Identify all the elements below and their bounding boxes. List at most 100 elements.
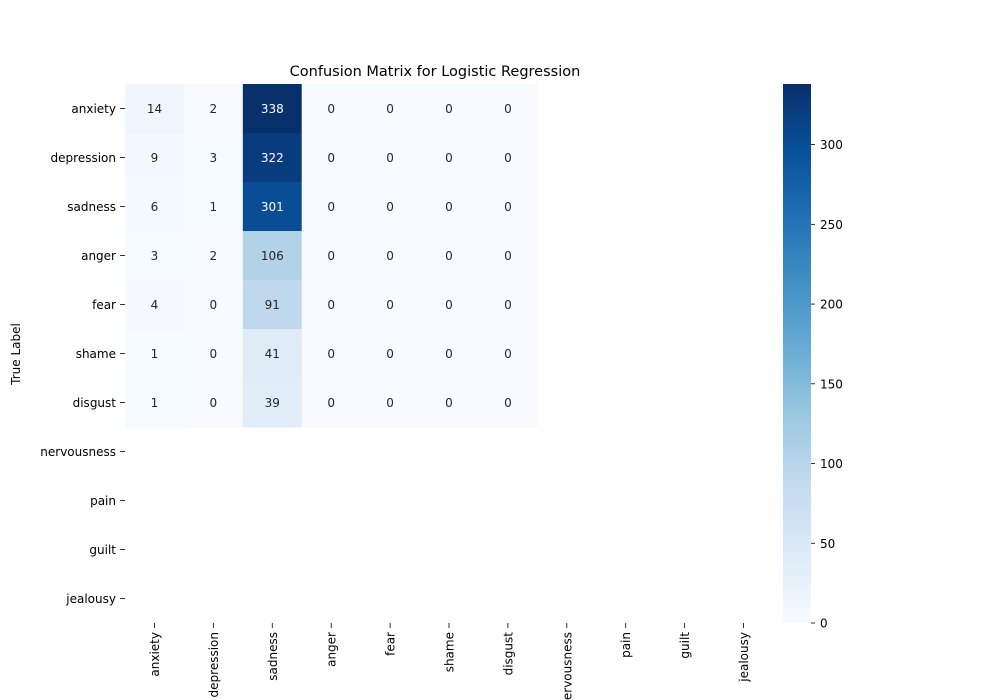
col-tick-label: jealousy: [737, 632, 751, 683]
cell-value-label: 0: [386, 151, 394, 165]
cell-value-label: 4: [151, 298, 159, 312]
heatmap-cell: [301, 231, 362, 281]
heatmap-cell: [301, 182, 362, 232]
col-tick-label: disgust: [501, 632, 515, 676]
heatmap-cell: [360, 84, 421, 134]
heatmap-cell: [242, 329, 303, 379]
heatmap-cell: [419, 280, 479, 330]
heatmap-cell: [242, 378, 303, 428]
heatmap-cell: [419, 378, 479, 428]
col-tick-label: guilt: [678, 632, 692, 659]
cell-value-label: 1: [210, 200, 218, 214]
col-tick-label: sadness: [266, 632, 280, 681]
cell-value-label: 91: [265, 298, 280, 312]
heatmap-cell: [183, 280, 244, 330]
cell-value-label: 0: [386, 102, 394, 116]
cell-value-label: 0: [504, 102, 512, 116]
heatmap-cell: [183, 329, 244, 379]
cell-value-label: 3: [151, 249, 159, 263]
cell-value-label: 0: [327, 151, 335, 165]
row-tick-label: disgust: [73, 396, 117, 410]
heatmap-cell: [183, 231, 244, 281]
heatmap-cell: [360, 231, 421, 281]
colorbar-tick-label: 50: [820, 537, 835, 551]
heatmap-cell: [419, 133, 479, 183]
cell-value-label: 0: [504, 200, 512, 214]
row-tick-label: shame: [76, 347, 116, 361]
cell-value-label: 0: [445, 396, 453, 410]
colorbar-tick-label: 100: [820, 457, 843, 471]
heatmap-cell: [419, 182, 479, 232]
cell-value-label: 3: [210, 151, 218, 165]
cell-value-label: 0: [504, 249, 512, 263]
col-tick-label: fear: [384, 632, 398, 656]
heatmap-cell: [125, 182, 185, 232]
col-tick-label: pain: [619, 632, 633, 658]
cell-value-label: 0: [210, 347, 218, 361]
heatmap-cell: [478, 329, 538, 379]
colorbar-tick-label: 150: [820, 377, 843, 391]
heatmap-cell: [242, 280, 303, 330]
heatmap-cell: [478, 182, 538, 232]
cell-value-label: 1: [151, 396, 159, 410]
heatmap-cell: [242, 182, 303, 232]
row-tick-label: sadness: [67, 200, 116, 214]
cell-value-label: 0: [445, 102, 453, 116]
cell-value-label: 0: [327, 347, 335, 361]
y-axis-label: True Label: [9, 323, 23, 386]
heatmap-cell: [478, 84, 538, 134]
heatmap-cell: [419, 231, 479, 281]
col-tick-label: nervousness: [560, 632, 574, 700]
heatmap-cell: [183, 133, 244, 183]
heatmap-cell: [125, 133, 185, 183]
cell-value-label: 0: [504, 151, 512, 165]
cell-value-label: 338: [261, 102, 284, 116]
cell-value-label: 0: [504, 347, 512, 361]
cell-value-label: 6: [151, 200, 159, 214]
row-tick-label: anxiety: [71, 102, 116, 116]
col-tick-label: anxiety: [148, 632, 162, 677]
cell-value-label: 0: [386, 347, 394, 361]
cell-value-label: 0: [327, 298, 335, 312]
heatmap-cell: [360, 182, 421, 232]
heatmap-cell: [125, 329, 185, 379]
cell-value-label: 0: [327, 396, 335, 410]
heatmap-cell: [183, 84, 244, 134]
cell-value-label: 1: [151, 347, 159, 361]
cell-value-label: 0: [386, 396, 394, 410]
row-tick-label: depression: [51, 151, 116, 165]
cell-value-label: 0: [327, 200, 335, 214]
cell-value-label: 0: [386, 298, 394, 312]
col-tick-label: anger: [325, 632, 339, 667]
cell-value-label: 0: [445, 347, 453, 361]
heatmap-cell: [478, 231, 538, 281]
colorbar-tick-label: 0: [820, 617, 828, 631]
cell-value-label: 106: [261, 249, 284, 263]
heatmap-cell: [125, 378, 185, 428]
row-tick-label: nervousness: [40, 445, 116, 459]
cell-value-label: 0: [327, 249, 335, 263]
heatmap-cell: [360, 133, 421, 183]
colorbar-tick-label: 250: [820, 218, 843, 232]
heatmap-cell: [125, 280, 185, 330]
heatmap-cell: [478, 133, 538, 183]
heatmap-cell: [242, 84, 303, 134]
heatmap-cell: [360, 378, 421, 428]
cell-value-label: 39: [265, 396, 280, 410]
colorbar-tick-label: 200: [820, 298, 843, 312]
cell-value-label: 0: [504, 396, 512, 410]
heatmap-cell: [183, 378, 244, 428]
col-tick-label: depression: [207, 632, 221, 697]
col-tick-label: shame: [443, 632, 457, 672]
row-tick-label: jealousy: [65, 592, 116, 606]
cell-value-label: 0: [386, 200, 394, 214]
heatmap-cell: [360, 329, 421, 379]
cell-value-label: 0: [386, 249, 394, 263]
heatmap-cell: [301, 84, 362, 134]
cell-value-label: 0: [504, 298, 512, 312]
heatmap-cell: [301, 329, 362, 379]
cell-value-label: 2: [210, 102, 218, 116]
heatmap-cell: [183, 182, 244, 232]
heatmap-cell: [242, 133, 303, 183]
